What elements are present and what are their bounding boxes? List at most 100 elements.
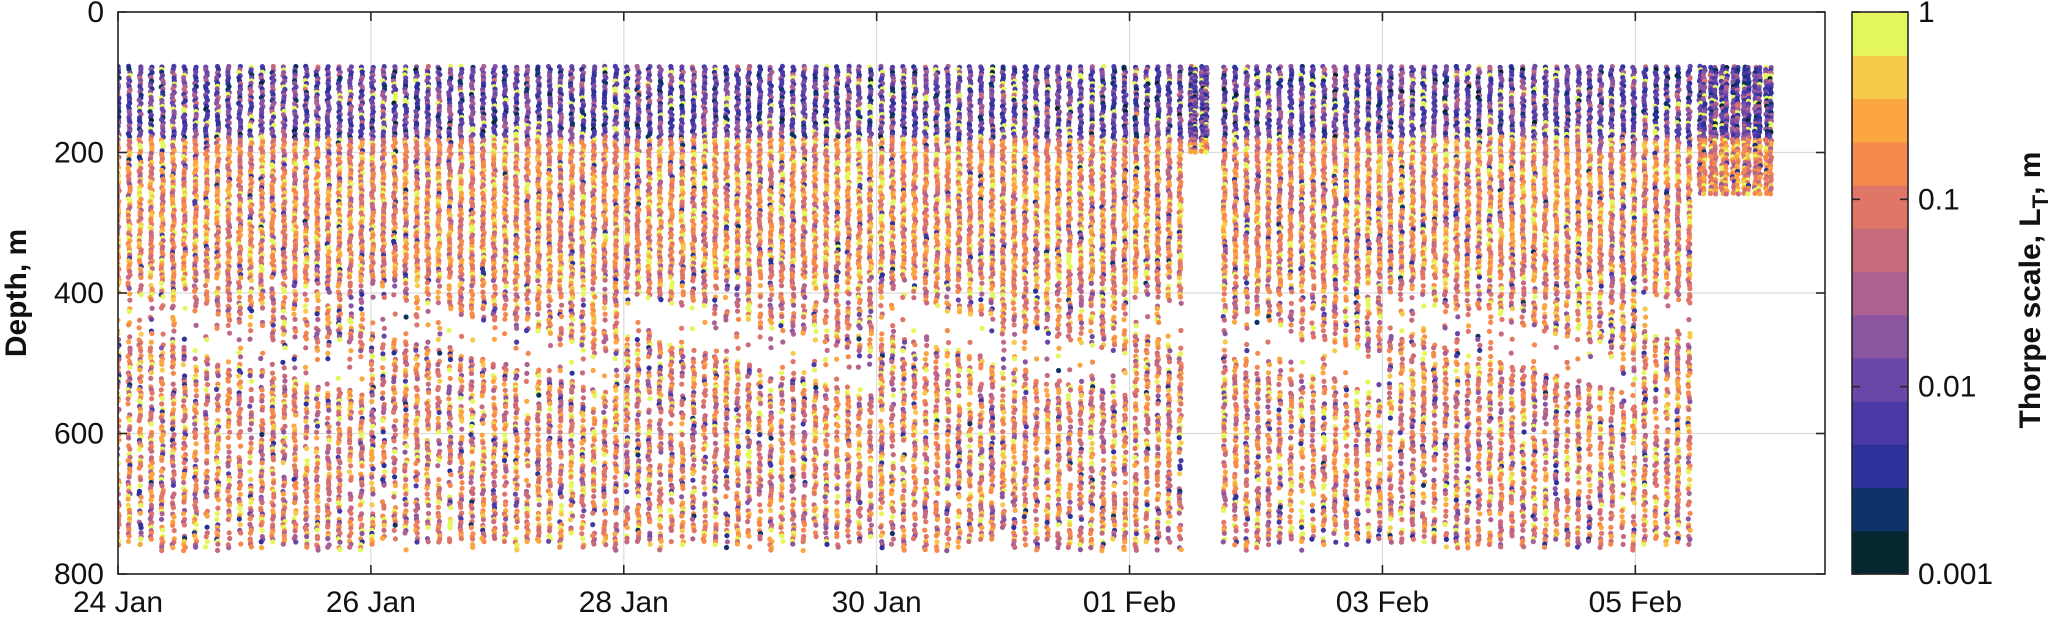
data-point [380,356,386,362]
data-point [414,387,420,393]
data-point [238,275,244,281]
data-point [315,316,321,323]
data-point [314,311,320,317]
data-point [380,351,386,357]
data-point [270,480,277,486]
data-point [392,522,398,528]
data-point [470,544,476,550]
data-point [470,337,476,343]
data-point [193,303,199,309]
data-point [435,415,441,421]
data-point [502,502,508,508]
data-point [480,289,486,295]
data-point [238,443,244,449]
data-point [501,381,507,387]
data-point [479,432,485,438]
data-point [459,418,465,424]
data-point [225,488,231,494]
data-point [469,314,476,320]
data-point [192,421,198,427]
data-point [293,328,299,334]
data-point [226,410,232,416]
data-point [147,348,153,354]
data-point [293,539,299,545]
data-point [160,381,166,387]
data-point [270,308,276,314]
data-point [458,356,464,362]
data-point [447,539,453,545]
data-point [247,530,254,536]
data-point [126,308,132,315]
data-point [369,367,375,373]
data-point [237,311,244,317]
data-point [169,305,175,311]
data-point [490,364,496,370]
data-point [281,308,287,314]
data-point [292,334,298,340]
data-point [391,469,397,475]
data-point [248,386,254,393]
data-point [424,485,430,491]
data-point [468,479,474,486]
data-point [347,544,353,550]
data-point [204,376,210,382]
data-point [126,339,132,345]
data-point [159,457,165,463]
data-point [227,317,233,323]
data-point [502,387,508,393]
data-point [203,421,209,427]
data-point [446,396,452,402]
data-point [260,323,266,329]
data-point [226,449,232,455]
data-point [170,505,176,511]
data-point [149,448,155,454]
data-point [414,376,420,382]
data-point [225,516,231,523]
data-point [468,370,475,377]
data-point [458,504,464,510]
data-point [270,337,276,343]
data-point [335,440,341,446]
data-point [204,278,210,284]
data-point [458,536,464,542]
data-point [359,376,365,382]
data-point [291,283,297,289]
data-point [347,356,353,362]
data-point [380,316,386,322]
data-point [470,292,476,298]
data-point [337,547,343,553]
data-point [237,474,243,480]
data-point [248,328,254,334]
data-point [138,525,144,531]
data-point [291,356,297,362]
data-point [159,361,165,367]
data-point [480,477,486,483]
data-point [192,308,198,314]
data-point [280,359,286,365]
data-point [225,378,231,384]
data-point [204,449,210,455]
data-point [436,477,442,483]
data-point [259,407,265,413]
data-point [237,505,243,511]
data-point [247,373,253,379]
data-point [425,539,431,545]
data-point [502,426,508,432]
data-point [348,477,354,483]
data-point [437,331,443,337]
data-point [448,306,454,312]
data-point [248,289,254,295]
data-point [413,404,419,410]
data-point [136,465,142,471]
data-point [337,477,343,483]
data-point [125,396,131,402]
data-point [225,401,231,407]
data-point [470,398,476,404]
data-point [348,463,354,469]
data-point [426,389,432,396]
data-point [470,491,476,497]
data-point [193,277,199,283]
data-point [303,308,309,314]
data-point [214,471,220,478]
